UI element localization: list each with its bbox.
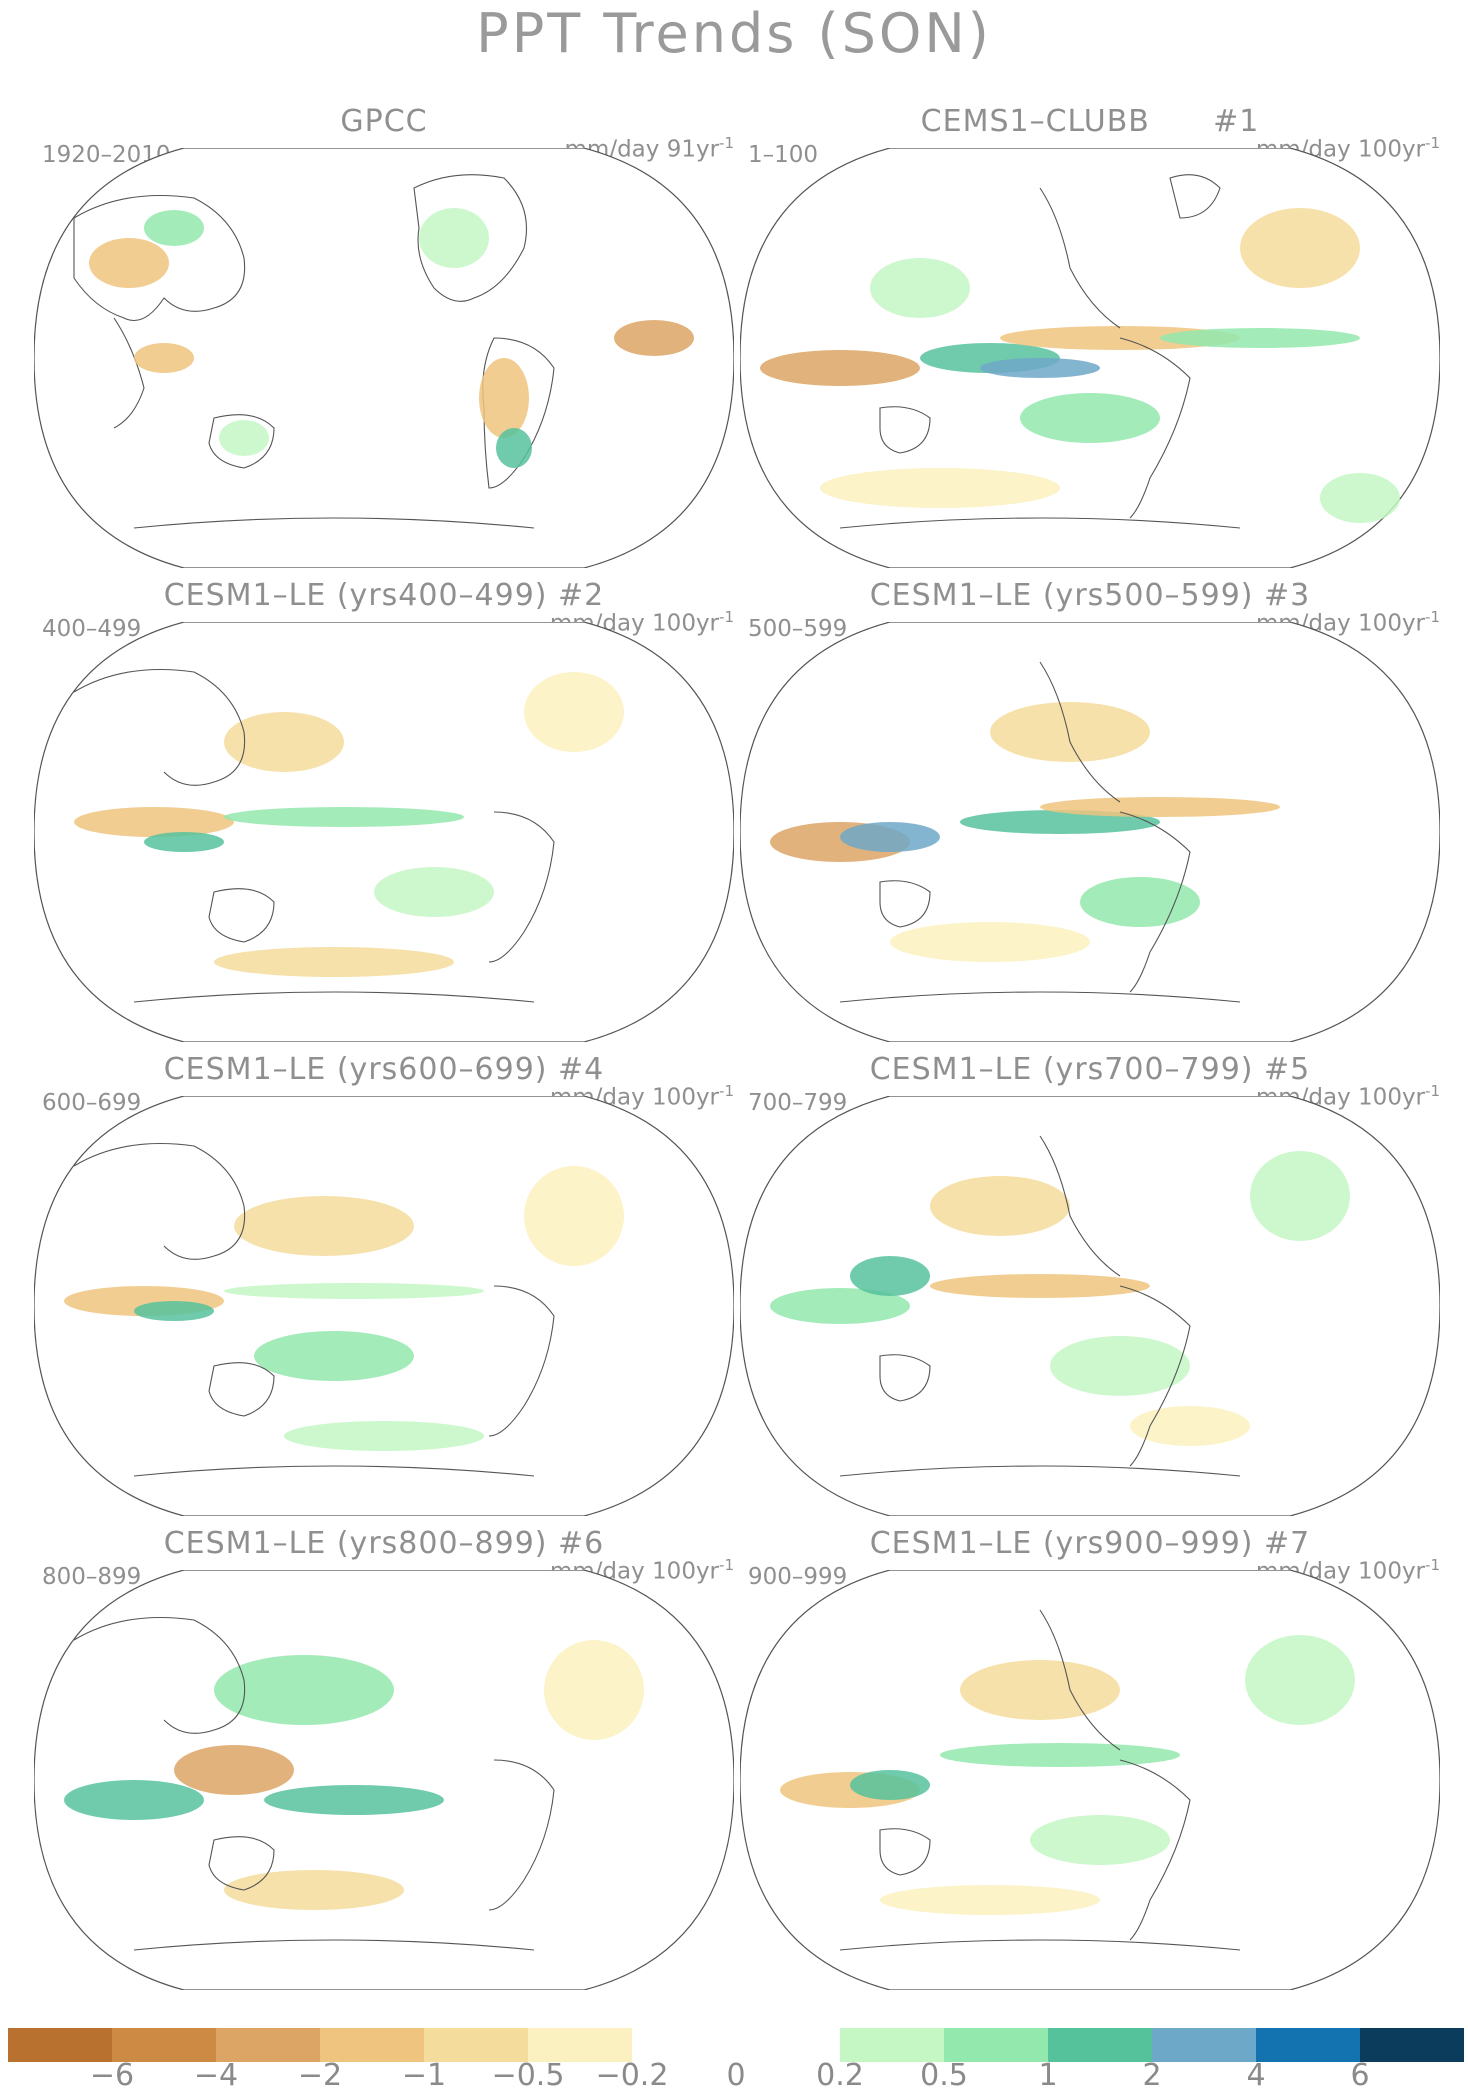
robinson-map: [740, 622, 1440, 1042]
panel-period: 1–100: [748, 142, 819, 168]
panel-title: CESM1–LE (yrs900–999) #7: [869, 1526, 1311, 1561]
panel-period: 700–799: [748, 1090, 848, 1116]
panel-period: 400–499: [42, 616, 142, 642]
panel-title: CESM1–LE (yrs600–699) #4: [163, 1052, 605, 1087]
colorbar-tick-label: −0.2: [595, 2058, 669, 2093]
robinson-map: [34, 1570, 734, 1990]
colorbar-tick-label: −4: [193, 2058, 239, 2093]
map-panel-cesm1-le-6: CESM1–LE (yrs800–899) #6 800–899 mm/day …: [34, 1526, 734, 1996]
colorbar-swatch: [736, 2028, 840, 2062]
colorbar-swatch: [1048, 2028, 1152, 2062]
figure-title: PPT Trends (SON): [476, 2, 992, 65]
map-panel-cems1-clubb: CEMS1–CLUBB #1 1–100 mm/day 100yr-1: [740, 104, 1440, 574]
panel-title: GPCC: [340, 104, 428, 139]
colorbar-swatch: [528, 2028, 632, 2062]
colorbar-tick-label: −6: [89, 2058, 135, 2093]
panel-title: CEMS1–CLUBB #1: [920, 104, 1260, 139]
robinson-map: [740, 148, 1440, 568]
colorbar-tick-label: 2: [1142, 2058, 1162, 2093]
panel-period: 500–599: [748, 616, 848, 642]
colorbar-swatch: [320, 2028, 424, 2062]
panel-title: CESM1–LE (yrs700–799) #5: [869, 1052, 1311, 1087]
robinson-map: [34, 148, 734, 568]
colorbar-tick-label: 0.2: [816, 2058, 864, 2093]
colorbar-swatch: [840, 2028, 944, 2062]
robinson-map: [740, 1096, 1440, 1516]
panel-period: 800–899: [42, 1564, 142, 1590]
colorbar: [8, 2028, 1464, 2062]
map-panel-cesm1-le-4: CESM1–LE (yrs600–699) #4 600–699 mm/day …: [34, 1052, 734, 1522]
colorbar-tick-label: −0.5: [491, 2058, 565, 2093]
colorbar-tick-label: 4: [1246, 2058, 1266, 2093]
map-panel-cesm1-le-2: CESM1–LE (yrs400–499) #2 400–499 mm/day …: [34, 578, 734, 1048]
colorbar-tick-label: 6: [1350, 2058, 1370, 2093]
colorbar-swatch: [632, 2028, 736, 2062]
gpcc-trend-shading: [89, 208, 694, 468]
colorbar-swatch: [424, 2028, 528, 2062]
panel-title: CESM1–LE (yrs400–499) #2: [163, 578, 605, 613]
robinson-map: [34, 1096, 734, 1516]
colorbar-tick-label: 0: [726, 2058, 746, 2093]
colorbar-swatch: [112, 2028, 216, 2062]
panel-period: 600–699: [42, 1090, 142, 1116]
model-trend-shading: [760, 208, 1400, 523]
colorbar-tick-label: 0.5: [920, 2058, 968, 2093]
colorbar-tick-label: −1: [401, 2058, 447, 2093]
colorbar-swatch: [1360, 2028, 1464, 2062]
colorbar-tick-label: 1: [1038, 2058, 1058, 2093]
panel-period: 900–999: [748, 1564, 848, 1590]
robinson-map: [740, 1570, 1440, 1990]
colorbar-swatch: [1152, 2028, 1256, 2062]
map-panel-gpcc: GPCC 1920–2010 mm/day 91yr-1: [34, 104, 734, 574]
panel-title: CESM1–LE (yrs500–599) #3: [869, 578, 1311, 613]
colorbar-swatch: [216, 2028, 320, 2062]
map-panel-cesm1-le-5: CESM1–LE (yrs700–799) #5 700–799 mm/day …: [740, 1052, 1440, 1522]
map-panel-cesm1-le-3: CESM1–LE (yrs500–599) #3 500–599 mm/day …: [740, 578, 1440, 1048]
colorbar-swatch: [8, 2028, 112, 2062]
robinson-map: [34, 622, 734, 1042]
colorbar-swatch: [1256, 2028, 1360, 2062]
map-panel-cesm1-le-7: CESM1–LE (yrs900–999) #7 900–999 mm/day …: [740, 1526, 1440, 1996]
panel-title: CESM1–LE (yrs800–899) #6: [163, 1526, 605, 1561]
colorbar-tick-label: −2: [297, 2058, 343, 2093]
colorbar-swatch: [944, 2028, 1048, 2062]
